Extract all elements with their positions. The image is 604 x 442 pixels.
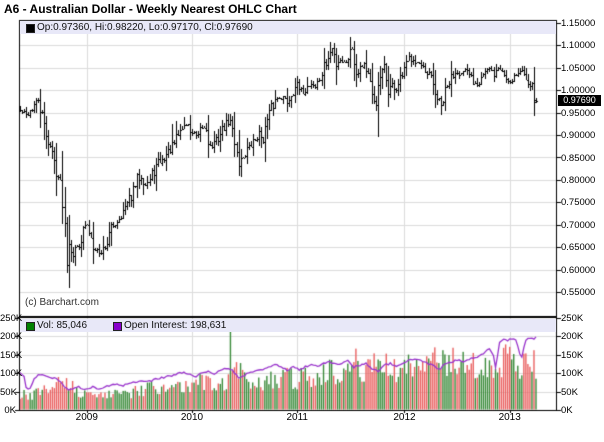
page-title: A6 - Australian Dollar - Weekly Nearest …	[4, 2, 297, 16]
volume-axis-label-right: 0K	[561, 405, 573, 416]
ohlc-legend-text: Op:0.97360, Hi:0.98220, Lo:0.97170, Cl:0…	[37, 22, 253, 33]
year-axis-label: 2010	[180, 412, 204, 423]
volume-legend-strip: Vol: 85,046 Open Interest: 198,631	[20, 319, 556, 332]
price-axis-label: 1.00000	[561, 85, 596, 97]
price-axis-label: 0.60000	[561, 264, 596, 276]
price-axis-label: 0.95000	[561, 107, 596, 119]
year-axis-label: 2011	[286, 412, 308, 423]
price-axis-label: 0.80000	[561, 174, 596, 186]
price-axis-label: 1.10000	[561, 40, 596, 52]
ohlc-legend-strip: Op:0.97360, Hi:0.98220, Lo:0.97170, Cl:0…	[20, 21, 556, 34]
price-axis-label: 0.85000	[561, 152, 596, 164]
year-axis-label: 2009	[75, 412, 98, 423]
price-axis-label: 1.05000	[561, 62, 596, 74]
last-price-flag: 0.97690	[558, 95, 601, 107]
year-axis-label: 2012	[393, 412, 416, 423]
price-axis-label: 0.70000	[561, 219, 596, 231]
price-axis-label: 0.65000	[561, 242, 596, 254]
volume-axis-label-right: 200K	[561, 331, 584, 343]
open-interest-legend-text: Open Interest: 198,631	[124, 320, 227, 331]
ohlc-legend-swatch-icon	[26, 24, 35, 33]
price-axis-label: 0.75000	[561, 197, 596, 209]
price-axis-label: 0.90000	[561, 130, 596, 142]
price-axis-label: 1.15000	[561, 18, 596, 29]
volume-axis-label-left: 200K	[0, 331, 23, 343]
volume-axis-label-right: 150K	[561, 349, 584, 361]
volume-legend-text: Vol: 85,046	[37, 320, 88, 331]
volume-axis-label-left: 0K	[4, 405, 16, 416]
volume-axis-label-left: 250K	[0, 313, 23, 324]
volume-legend-swatch-icon	[26, 322, 35, 331]
price-axis-label: 0.55000	[561, 287, 596, 298]
volume-axis-label-left: 150K	[0, 349, 23, 361]
volume-axis-label-left: 50K	[0, 386, 17, 398]
year-axis-label: 2013	[498, 412, 521, 423]
volume-axis-label-right: 250K	[561, 313, 584, 324]
open-interest-legend-swatch-icon	[113, 322, 122, 331]
volume-axis-label-right: 100K	[561, 368, 584, 380]
copyright-label: (c) Barchart.com	[25, 297, 99, 308]
volume-axis-label-right: 50K	[561, 386, 578, 398]
volume-axis-label-left: 100K	[0, 368, 23, 380]
